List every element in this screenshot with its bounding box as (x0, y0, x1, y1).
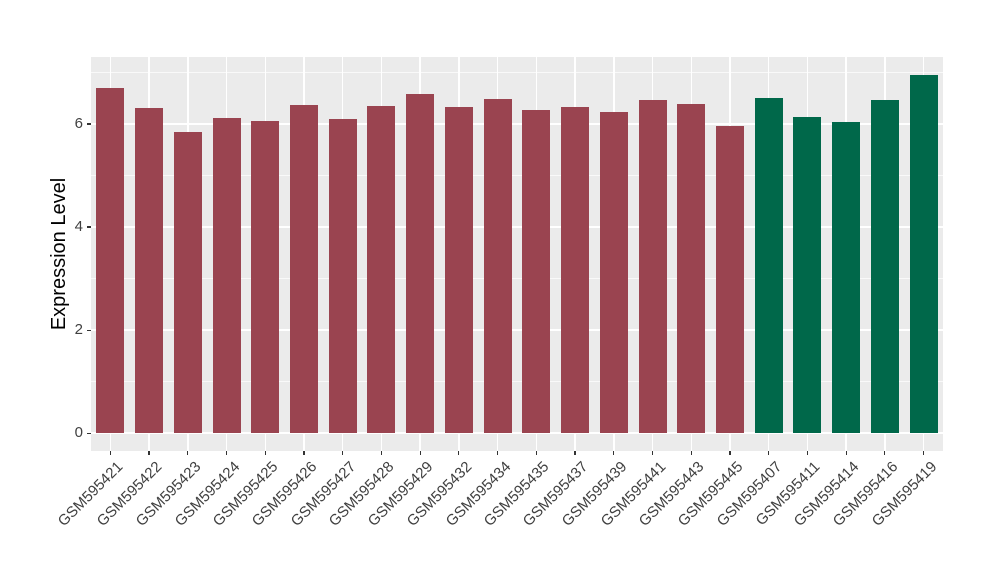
minor-gridline (91, 71, 943, 73)
expression-bar (832, 121, 861, 434)
x-tick-mark (148, 451, 150, 455)
expression-bar (522, 109, 551, 434)
x-tick-mark (651, 451, 654, 455)
x-tick-mark (419, 451, 421, 455)
minor-gridline (91, 381, 943, 383)
expression-bar (793, 116, 822, 434)
major-gridline (91, 123, 943, 125)
expression-bar (716, 125, 744, 434)
expression-bar (367, 105, 396, 434)
x-tick-mark (303, 451, 305, 455)
x-tick-mark (458, 451, 460, 455)
major-gridline (91, 226, 943, 228)
expression-bar (561, 106, 590, 434)
x-tick-mark (497, 451, 499, 455)
expression-bar (754, 98, 783, 434)
x-tick-mark (845, 451, 847, 455)
y-tick-mark (87, 226, 91, 228)
expression-bar (173, 132, 202, 434)
y-tick-label: 0 (74, 424, 83, 442)
x-tick-mark (574, 451, 576, 455)
expression-bar (328, 118, 357, 434)
y-tick-label: 6 (74, 114, 83, 132)
y-tick-label: 4 (74, 217, 83, 235)
expression-bar (909, 74, 938, 434)
expression-bar (870, 99, 899, 434)
x-tick-mark (187, 451, 189, 455)
expression-bar (599, 112, 628, 434)
x-tick-mark (884, 451, 886, 455)
y-tick-mark (87, 123, 91, 125)
x-tick-mark (768, 451, 770, 455)
x-tick-mark (923, 451, 925, 455)
x-tick-mark (380, 451, 383, 455)
y-tick-mark (87, 432, 91, 434)
minor-gridline (91, 278, 943, 279)
x-tick-mark (109, 451, 111, 455)
x-tick-mark (342, 451, 344, 455)
x-tick-mark (729, 451, 731, 455)
expression-bar (290, 104, 318, 434)
major-gridline (91, 432, 943, 434)
x-tick-mark (535, 451, 537, 455)
expression-bar (406, 93, 435, 434)
expression-bar (96, 87, 125, 434)
y-tick-mark (87, 329, 91, 331)
x-tick-mark (225, 451, 228, 455)
major-gridline (91, 329, 943, 331)
expression-bar (251, 120, 280, 434)
expression-bar (483, 98, 512, 434)
minor-gridline (91, 175, 943, 176)
plot-panel (91, 57, 943, 451)
expression-bar (638, 99, 667, 434)
x-tick-mark (806, 451, 809, 455)
expression-bar (677, 103, 706, 434)
expression-bar (135, 107, 164, 434)
x-tick-mark (264, 451, 266, 455)
expression-bar (212, 117, 241, 434)
expression-bar (444, 106, 473, 434)
x-tick-mark (613, 451, 615, 455)
y-tick-label: 2 (74, 321, 83, 339)
x-tick-mark (690, 451, 692, 455)
